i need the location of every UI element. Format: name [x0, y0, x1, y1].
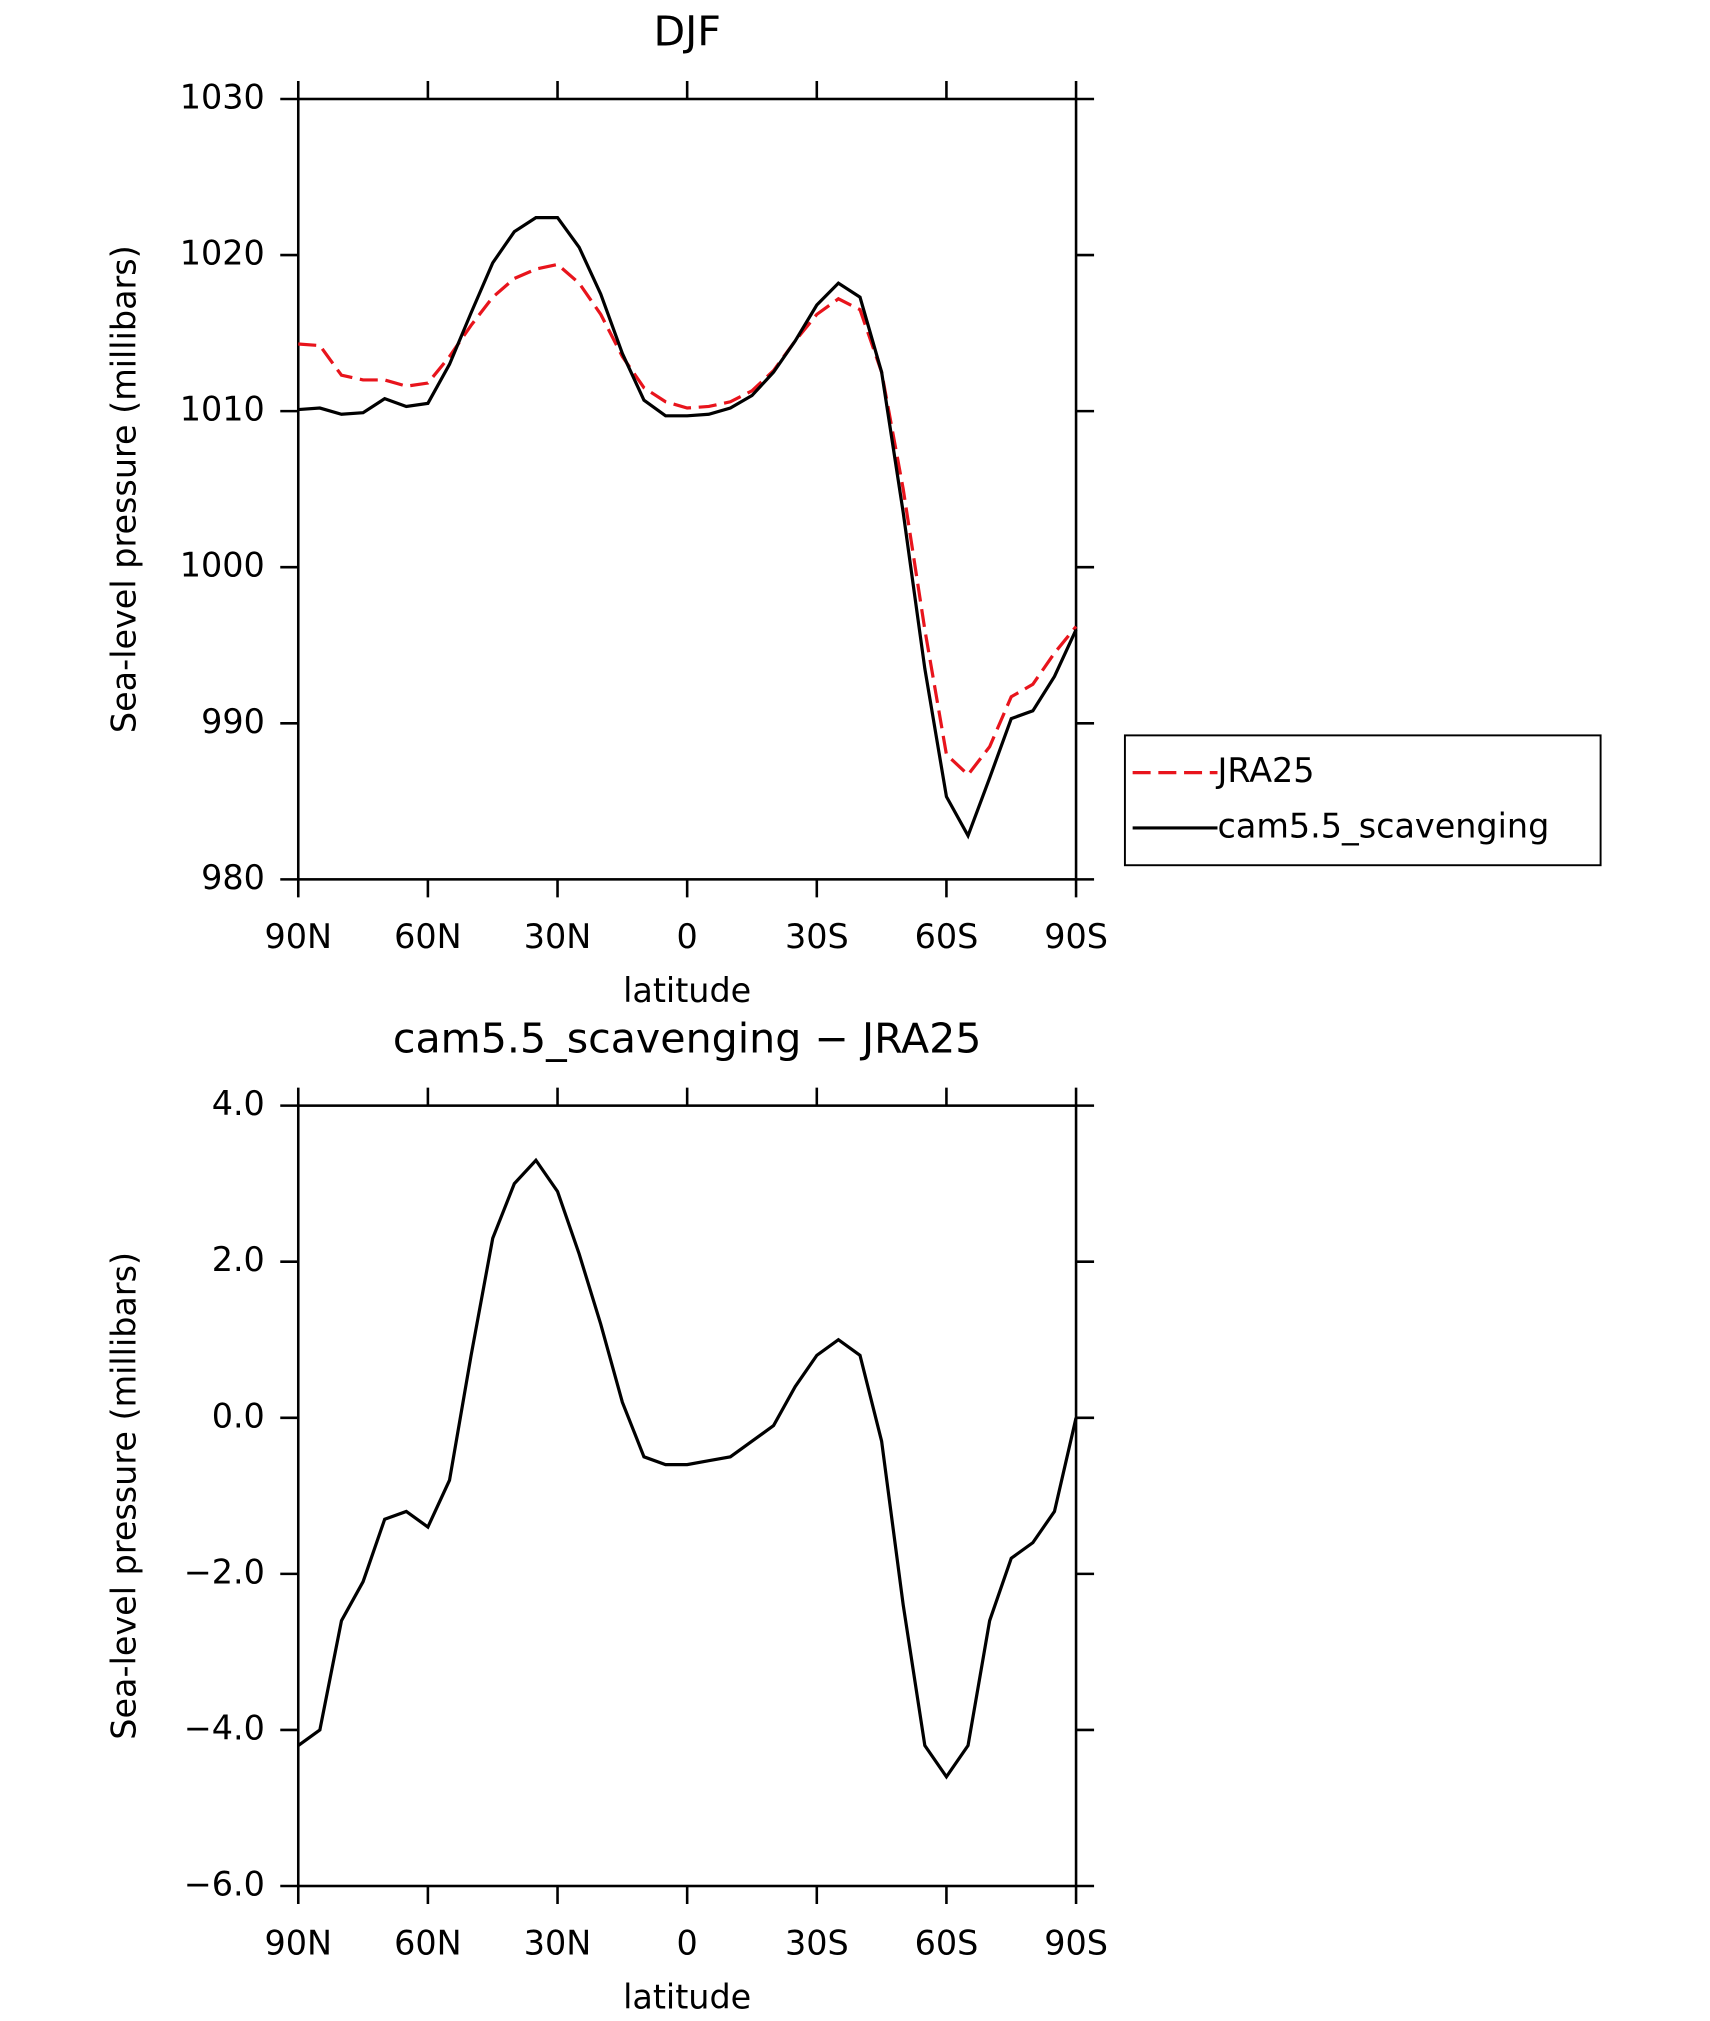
y-tick-label: 4.0 [212, 1084, 265, 1123]
x-axis-label: latitude [623, 971, 751, 1010]
x-tick-label: 0 [677, 1924, 698, 1963]
x-tick-label: 60N [394, 917, 462, 956]
y-tick-label: −4.0 [184, 1708, 265, 1747]
x-tick-label: 30N [524, 917, 592, 956]
x-tick-label: 60S [915, 1924, 979, 1963]
x-tick-label: 30N [524, 1924, 592, 1963]
data-line [298, 216, 1078, 840]
y-axis-label: Sea-level pressure (millibars) [104, 1252, 143, 1740]
y-tick-label: 1020 [180, 234, 265, 273]
legend-label: cam5.5_scavenging [1217, 806, 1549, 845]
y-tick-label: 990 [201, 702, 265, 741]
x-tick-label: 90N [265, 917, 333, 956]
legend-box [1123, 734, 1602, 867]
y-tick-label: 2.0 [212, 1240, 265, 1279]
chart-title: cam5.5_scavenging − JRA25 [393, 1014, 982, 1062]
x-tick-label: 30S [785, 917, 849, 956]
data-line [297, 1157, 1078, 1780]
legend-label: JRA25 [1215, 751, 1314, 790]
x-tick-label: 90S [1044, 1924, 1108, 1963]
x-tick-label: 0 [677, 917, 698, 956]
y-tick-label: −2.0 [184, 1552, 265, 1591]
x-tick-label: 30S [785, 1924, 849, 1963]
y-tick-label: −6.0 [184, 1865, 265, 1904]
y-tick-label: 980 [201, 858, 265, 897]
data-line [298, 262, 1078, 778]
plot-frame [296, 1104, 1078, 1888]
plot-frame [296, 97, 1078, 881]
y-tick-label: 0.0 [212, 1396, 265, 1435]
y-tick-label: 1000 [180, 546, 265, 585]
y-tick-label: 1010 [180, 390, 265, 429]
x-tick-label: 90S [1044, 917, 1108, 956]
chart-title: DJF [653, 8, 720, 56]
y-tick-label: 1030 [180, 77, 265, 116]
x-tick-label: 60N [394, 1924, 462, 1963]
x-tick-label: 90N [265, 1924, 333, 1963]
x-tick-label: 60S [915, 917, 979, 956]
y-axis-label: Sea-level pressure (millibars) [104, 245, 143, 733]
x-axis-label: latitude [623, 1978, 751, 2017]
